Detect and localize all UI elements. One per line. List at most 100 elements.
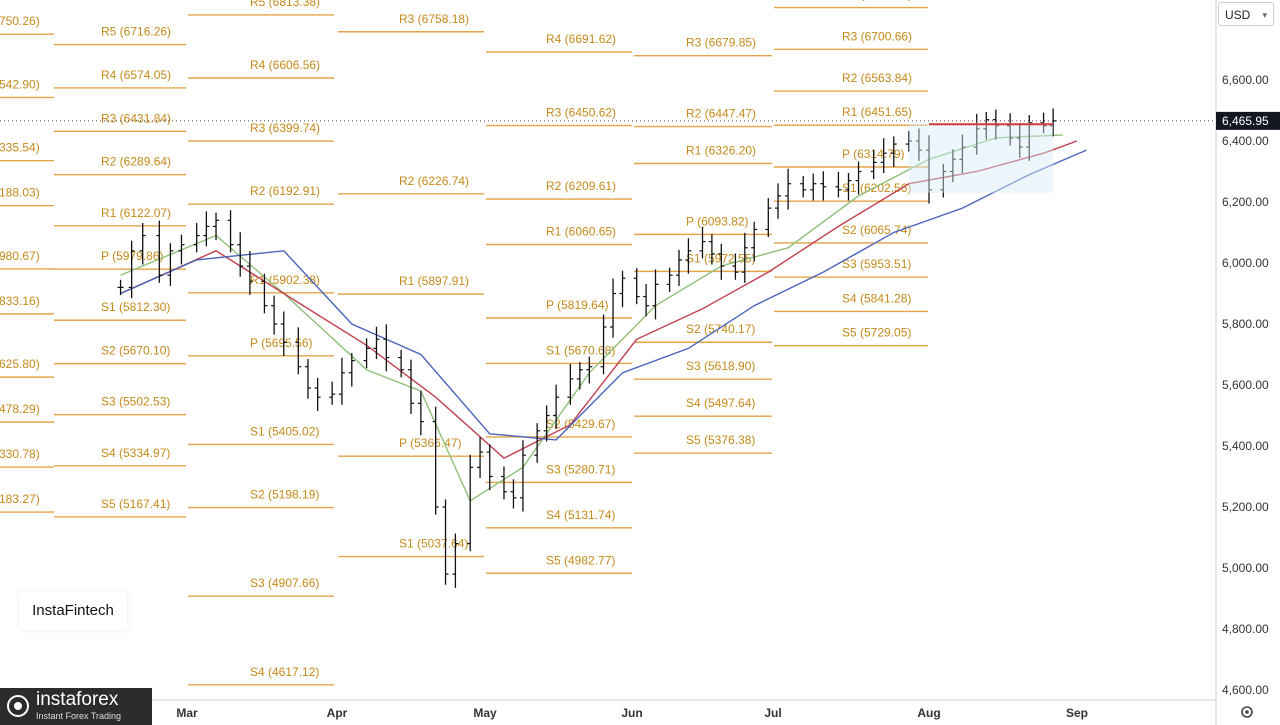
pivot-label: P (5819.64) xyxy=(546,298,609,312)
overlays xyxy=(0,120,1216,193)
pivot-levels: 750.26) 542.90) 335.54) 188.03) 980.67) 833.1… xyxy=(0,0,928,686)
price-tick-label: 6,000.00 xyxy=(1222,256,1269,270)
month-tick-label: Sep xyxy=(1066,706,1088,720)
price-tick-label: 6,600.00 xyxy=(1222,73,1269,87)
price-tick-label: 6,400.00 xyxy=(1222,134,1269,148)
current-price-label: 6,465.95 xyxy=(1222,114,1269,128)
month-tick-label: Mar xyxy=(176,706,198,720)
pivot-label: S2 (5198.19) xyxy=(250,488,319,502)
price-tick-label: 5,600.00 xyxy=(1222,378,1269,392)
month-tick-label: Apr xyxy=(327,706,348,720)
pivot-label: S4 (4617.12) xyxy=(250,665,319,679)
brand-tagline: Instant Forex Trading xyxy=(36,711,122,721)
pivot-label: 183.27) xyxy=(0,492,40,506)
pivot-label: R2 (6447.47) xyxy=(686,107,756,121)
gear-icon[interactable] xyxy=(1236,702,1258,722)
pivot-label: S1 (5405.02) xyxy=(250,424,319,438)
pivot-label: S5 (5167.41) xyxy=(101,497,170,511)
pivot-label: 335.54) xyxy=(0,141,40,155)
pivot-label: R3 (6431.84) xyxy=(101,111,171,125)
price-axis[interactable]: 4,600.00 4,800.00 5,000.00 5,200.00 5,400.00… xyxy=(1216,73,1280,697)
pivot-label: R1 (6326.20) xyxy=(686,144,756,158)
pivot-label: S3 (5502.53) xyxy=(101,395,170,409)
pivot-label: S2 (6065.74) xyxy=(842,223,911,237)
moving-average-line xyxy=(120,149,1087,441)
pivot-label: 833.16) xyxy=(0,294,40,308)
pivot-label: R1 (5902.38) xyxy=(250,273,320,287)
price-tick-label: 5,400.00 xyxy=(1222,439,1269,453)
chevron-down-icon: ▾ xyxy=(1262,10,1267,20)
pivot-label: S3 (4907.66) xyxy=(250,576,319,590)
pivot-label: R1 (5897.91) xyxy=(399,274,469,288)
range-box xyxy=(908,122,1054,193)
pivot-label: R4 (6574.05) xyxy=(101,68,171,82)
pivot-label: 980.67) xyxy=(0,249,40,263)
watermark-instafintech: InstaFintech xyxy=(19,592,127,630)
time-axis[interactable]: Mar Apr May Jun Jul Aug Sep xyxy=(176,706,1088,720)
price-tick-label: 5,200.00 xyxy=(1222,500,1269,514)
pivot-label: R3 (6399.74) xyxy=(250,121,320,135)
pivot-label: S5 (5376.38) xyxy=(686,433,755,447)
pivot-label: P (5695.56) xyxy=(250,336,313,350)
pivot-label: S3 (5280.71) xyxy=(546,462,615,476)
moving-average-line xyxy=(120,140,1078,460)
price-tick-label: 4,600.00 xyxy=(1222,683,1269,697)
pivot-label: R2 (6226.74) xyxy=(399,174,469,188)
pivot-label: 330.78) xyxy=(0,447,40,461)
pivot-label: 542.90) xyxy=(0,77,40,91)
brand-name: instaforex xyxy=(36,689,119,710)
currency-label: USD xyxy=(1225,8,1251,22)
price-tick-label: 4,800.00 xyxy=(1222,622,1269,636)
instaforex-logo-icon xyxy=(7,695,29,717)
price-bars xyxy=(117,108,1057,588)
pivot-label: P (5366.47) xyxy=(399,436,462,450)
pivot-label: R3 (6700.66) xyxy=(842,29,912,43)
pivot-label: R5 (6716.26) xyxy=(101,25,171,39)
pivot-label: R4 (6606.56) xyxy=(250,58,320,72)
current-price-badge xyxy=(1216,111,1280,130)
pivot-label: 478.29) xyxy=(0,402,40,416)
pivot-label: R5 (6813.38) xyxy=(250,0,320,9)
pivot-label: S4 (5131.74) xyxy=(546,508,615,522)
pivot-label: R3 (6758.18) xyxy=(399,12,469,26)
pivot-label: S5 (4982.77) xyxy=(546,553,615,567)
pivot-label: R1 (6122.07) xyxy=(101,206,171,220)
price-tick-label: 5,000.00 xyxy=(1222,561,1269,575)
pivot-label: S1 (5670.68) xyxy=(546,343,615,357)
currency-selector[interactable]: USD ▾ xyxy=(1218,2,1274,26)
pivot-label: R4 (6837.48) xyxy=(842,0,912,2)
pivot-label: S1 (6202.56) xyxy=(842,181,911,195)
pivot-label: R2 (6289.64) xyxy=(101,155,171,169)
month-tick-label: Jun xyxy=(621,706,642,720)
pivot-label: R1 (6060.65) xyxy=(546,225,616,239)
pivot-label: 188.03) xyxy=(0,186,40,200)
instaforex-logo: instaforex Instant Forex Trading xyxy=(0,688,152,725)
pivot-label: S3 (5618.90) xyxy=(686,359,755,373)
pivot-label: R2 (6209.61) xyxy=(546,179,616,193)
pivot-label: S4 (5497.64) xyxy=(686,396,755,410)
pivot-label: S1 (5812.30) xyxy=(101,300,170,314)
pivot-label: S1 (5037.64) xyxy=(399,537,468,551)
pivot-label: 625.80) xyxy=(0,357,40,371)
plot-area xyxy=(0,0,1216,700)
month-tick-label: May xyxy=(473,706,497,720)
pivot-label: R3 (6679.85) xyxy=(686,36,756,50)
pivot-label: S3 (5953.51) xyxy=(842,257,911,271)
pivot-label: S2 (5670.10) xyxy=(101,344,170,358)
pivot-label: S5 (5729.05) xyxy=(842,326,911,340)
price-tick-label: 5,800.00 xyxy=(1222,317,1269,331)
pivot-label: R4 (6691.62) xyxy=(546,32,616,46)
pivot-label: R2 (6192.91) xyxy=(250,184,320,198)
pivot-label: S4 (5334.97) xyxy=(101,446,170,460)
pivot-label: P (6093.82) xyxy=(686,214,749,228)
month-tick-label: Jul xyxy=(764,706,781,720)
pivot-label: R1 (6451.65) xyxy=(842,105,912,119)
pivot-label: S2 (5740.17) xyxy=(686,322,755,336)
pivot-label: R3 (6450.62) xyxy=(546,106,616,120)
pivot-label: 750.26) xyxy=(0,14,40,28)
price-tick-label: 6,200.00 xyxy=(1222,195,1269,209)
pivot-label: R2 (6563.84) xyxy=(842,71,912,85)
month-tick-label: Aug xyxy=(917,706,940,720)
pivot-label: S4 (5841.28) xyxy=(842,291,911,305)
